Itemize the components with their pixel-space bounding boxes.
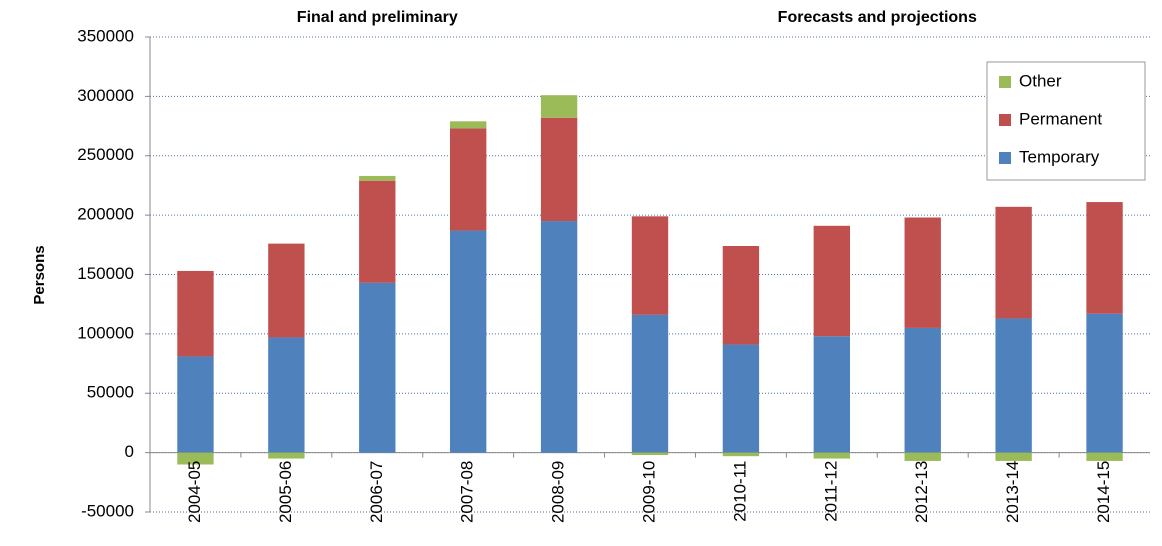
bar-segment: [450, 128, 487, 231]
legend-label: Other: [1019, 71, 1062, 90]
y-axis-label: Persons: [31, 245, 48, 304]
bar-segment: [904, 452, 941, 461]
bar-segment: [904, 327, 941, 453]
bar-segment: [450, 121, 487, 129]
y-tick-label: 50000: [87, 383, 134, 402]
x-tick-label: 2006-07: [367, 461, 386, 523]
bar-segment: [813, 225, 850, 337]
bar-segment: [177, 270, 214, 357]
bar-segment: [268, 452, 305, 459]
bar-segment: [540, 117, 578, 222]
y-tick-label: -50000: [81, 501, 134, 520]
y-tick-label: 200000: [77, 205, 134, 224]
bar-segment: [631, 314, 669, 453]
bar-segment: [268, 337, 305, 453]
bar-segment: [631, 216, 669, 315]
bar-segment: [995, 206, 1032, 319]
bar-segment: [631, 452, 669, 455]
y-tick-label: 100000: [77, 323, 134, 342]
section-header: Final and preliminary: [297, 9, 458, 26]
bar-segment: [722, 452, 760, 457]
y-tick-label: 150000: [77, 264, 134, 283]
bar-segment: [813, 452, 850, 459]
legend-swatch: [999, 114, 1011, 126]
bar-segment: [995, 318, 1032, 453]
section-header: Forecasts and projections: [778, 9, 977, 26]
bar-segment: [177, 452, 214, 465]
bar-segment: [1086, 313, 1123, 453]
bar-segment: [359, 180, 396, 283]
bar-segment: [813, 336, 850, 453]
x-tick-label: 2011-12: [821, 461, 840, 522]
bar-segment: [359, 282, 396, 453]
bar-segment: [722, 344, 760, 453]
x-tick-label: 2008-09: [549, 461, 568, 523]
bar-segment: [722, 246, 760, 345]
bar-segment: [177, 356, 214, 453]
x-tick-label: 2012-13: [912, 461, 931, 523]
x-tick-label: 2009-10: [639, 461, 658, 523]
x-tick-label: 2004-05: [185, 461, 204, 523]
bar-segment: [904, 217, 941, 328]
y-tick-label: 300000: [77, 86, 134, 105]
bar-segment: [268, 243, 305, 338]
bar-segment: [540, 221, 578, 453]
legend-label: Temporary: [1019, 147, 1100, 166]
y-tick-label: 350000: [77, 26, 134, 45]
x-tick-label: 2014-15: [1094, 461, 1113, 523]
y-tick-label: 250000: [77, 145, 134, 164]
bar-segment: [450, 230, 487, 453]
x-tick-label: 2013-14: [1003, 461, 1022, 523]
x-tick-label: 2005-06: [276, 461, 295, 523]
bar-segment: [1086, 452, 1123, 461]
legend-label: Permanent: [1019, 109, 1102, 128]
bar-segment: [540, 95, 578, 118]
legend-box: [986, 61, 1146, 181]
legend-swatch: [999, 76, 1011, 88]
bar-segment: [359, 175, 396, 181]
legend-swatch: [999, 152, 1011, 164]
x-tick-label: 2007-08: [458, 461, 477, 523]
x-tick-label: 2010-11: [730, 461, 749, 522]
y-tick-label: 0: [125, 442, 134, 461]
bar-segment: [1086, 202, 1123, 314]
bar-segment: [995, 452, 1032, 461]
